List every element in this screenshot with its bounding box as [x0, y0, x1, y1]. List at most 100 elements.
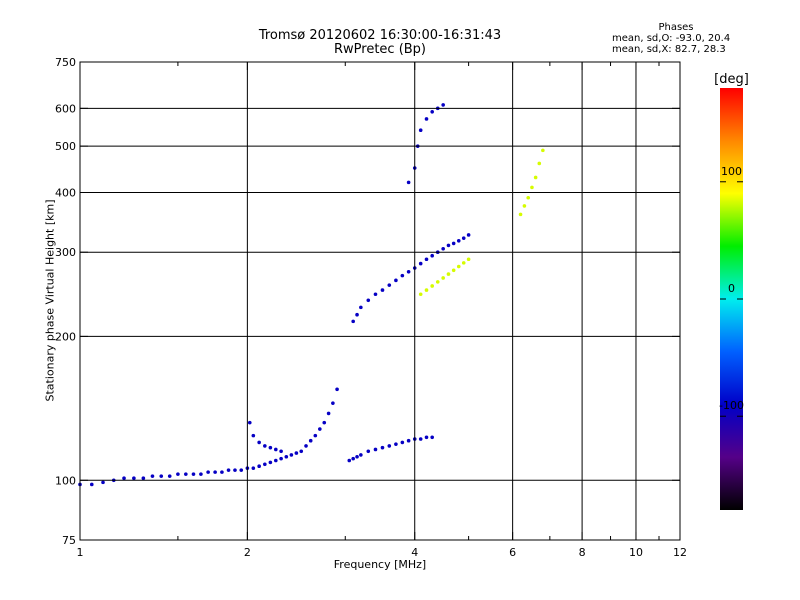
data-point-o: [424, 257, 429, 262]
data-point-x: [530, 185, 534, 190]
data-point-o: [406, 180, 411, 185]
data-point-o: [355, 312, 359, 317]
data-point-o: [322, 420, 327, 425]
data-point-o: [220, 470, 224, 474]
plot-frame: [79, 61, 681, 541]
data-point-o: [268, 460, 273, 465]
x-tick-label: 12: [673, 546, 687, 559]
data-point-o: [159, 474, 164, 478]
data-point-o: [274, 447, 278, 452]
data-point-o: [176, 472, 180, 476]
x-tick-label: 6: [509, 546, 516, 559]
data-point-o: [184, 472, 188, 476]
data-point-x: [451, 268, 456, 273]
data-point-o: [226, 468, 231, 472]
data-point-o: [274, 458, 278, 463]
x-tick-label: 4: [411, 546, 418, 559]
data-point-x: [430, 284, 434, 288]
data-point-x: [456, 264, 461, 269]
data-point-o: [400, 440, 405, 445]
data-point-o: [394, 442, 398, 446]
data-point-o: [430, 435, 434, 440]
x-tick-label: 2: [244, 546, 251, 559]
data-point-o: [347, 458, 352, 463]
data-point-o: [451, 241, 456, 246]
data-point-o: [279, 449, 283, 454]
phases-legend: Phases mean, sd,O: -93.0, 20.4 mean, sd,…: [612, 22, 740, 55]
data-point-o: [394, 278, 398, 283]
data-point-o: [466, 233, 471, 237]
data-point-o: [263, 462, 267, 467]
data-point-o: [380, 445, 385, 450]
phases-o-stats: mean, sd,O: -93.0, 20.4: [612, 33, 731, 44]
colorbar: [deg] 100 0 -100: [714, 72, 749, 510]
x-tick-label: 10: [629, 546, 643, 559]
data-point-o: [318, 427, 322, 431]
data-point-o: [418, 437, 423, 441]
data-point-o: [373, 292, 378, 297]
data-point-x: [466, 257, 471, 262]
data-point-o: [351, 456, 355, 461]
data-point-o: [167, 474, 172, 478]
x-axis-label: Frequency [MHz]: [333, 558, 427, 571]
data-point-x: [518, 212, 523, 217]
data-point-o: [213, 470, 217, 474]
data-point-o: [257, 464, 261, 469]
data-point-o: [299, 449, 304, 454]
phases-title: Phases: [658, 22, 694, 33]
data-point-o: [380, 288, 385, 292]
y-tick-label: 500: [55, 140, 76, 153]
data-point-o: [430, 110, 434, 114]
data-point-o: [418, 261, 423, 266]
data-point-x: [424, 288, 429, 292]
y-axis-label: Stationary phase Virtual Height [km]: [43, 199, 57, 402]
data-point-x: [435, 280, 440, 284]
x-tick-label: 1: [77, 546, 84, 559]
data-point-x: [526, 195, 531, 200]
data-point-o: [279, 456, 283, 461]
y-tick-label: 600: [55, 102, 76, 115]
data-point-o: [430, 253, 434, 258]
data-point-o: [456, 238, 461, 243]
colorbar-tick-label: 100: [721, 165, 742, 178]
data-point-o: [268, 445, 273, 450]
data-point-o: [89, 482, 94, 487]
data-point-o: [206, 470, 210, 474]
chart-title: Tromsø 20120602 16:30:00-16:31:43: [258, 28, 502, 43]
data-point-x: [461, 261, 466, 265]
data-point-o: [141, 476, 146, 481]
data-point-o: [359, 305, 363, 310]
data-point-o: [366, 449, 371, 454]
colorbar-tick-label: -100: [719, 399, 744, 412]
data-point-o: [373, 447, 378, 452]
data-point-o: [308, 438, 313, 443]
data-point-o: [418, 128, 423, 132]
colorbar-label: [deg]: [714, 72, 749, 87]
data-point-o: [284, 454, 289, 459]
data-point-o: [441, 246, 445, 251]
data-point-o: [289, 453, 294, 457]
data-point-o: [304, 444, 308, 448]
data-point-o: [313, 433, 318, 438]
data-point-o: [400, 273, 405, 278]
data-point-o: [446, 243, 451, 248]
data-point-o: [441, 103, 445, 107]
data-point-o: [366, 298, 371, 303]
scatter-layer: [78, 103, 545, 487]
data-point-o: [199, 472, 203, 476]
data-point-o: [331, 401, 335, 405]
data-point-x: [541, 148, 545, 153]
y-tick-label: 750: [55, 56, 76, 69]
data-point-o: [233, 468, 237, 472]
phases-x-stats: mean, sd,X: 82.7, 28.3: [612, 44, 726, 55]
x-tick-label: 8: [579, 546, 586, 559]
data-point-x: [522, 204, 527, 208]
y-tick-label: 400: [55, 186, 76, 199]
data-point-o: [191, 472, 196, 476]
data-point-o: [359, 453, 363, 457]
gridlines: [80, 62, 680, 540]
data-point-o: [335, 387, 339, 392]
y-tick-label: 100: [55, 474, 76, 487]
